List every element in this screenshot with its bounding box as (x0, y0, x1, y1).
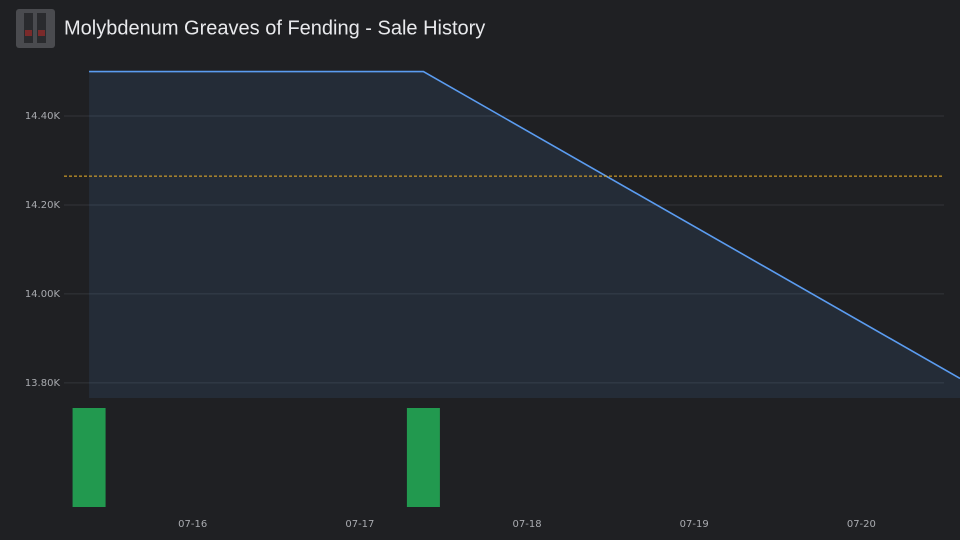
y-tick-label: 14.20K (25, 200, 61, 211)
item-icon (16, 9, 55, 48)
volume-bar (406, 408, 440, 507)
chart-title: Molybdenum Greaves of Fending - Sale His… (64, 17, 485, 39)
series-area (89, 71, 960, 398)
y-tick-label: 14.40K (25, 111, 61, 122)
x-tick-label: 07-20 (847, 519, 876, 530)
y-tick-label: 13.80K (25, 378, 61, 389)
series-line (89, 70, 960, 380)
x-tick-label: 07-19 (680, 519, 709, 530)
volume-bar (72, 408, 106, 507)
x-tick-label: 07-18 (513, 519, 542, 530)
y-tick-label: 14.00K (25, 289, 61, 300)
x-tick-label: 07-16 (178, 519, 207, 530)
x-tick-label: 07-17 (345, 519, 374, 530)
